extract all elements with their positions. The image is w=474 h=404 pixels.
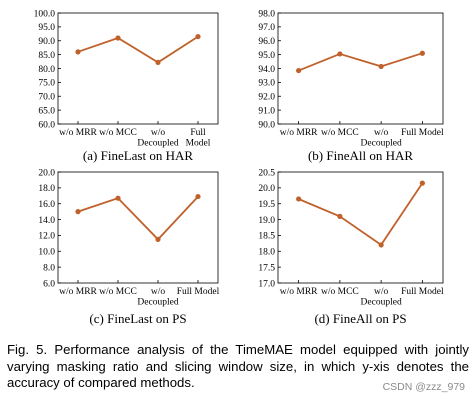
panel-finelast-har: 60.0 65.0 70.0 75.0 80.0 85.0 90.0 95.0 100.0 w/o…: [34, 9, 219, 163]
y-tick-label: 95.0: [258, 51, 275, 61]
panel-title: FineLast on HAR: [101, 148, 194, 163]
y-tick-label: 19.0: [258, 216, 275, 226]
y-tick-label: 90.0: [38, 37, 55, 47]
y-tick-label: 70.0: [38, 93, 55, 103]
y-tick-label: 93.0: [258, 79, 275, 89]
data-point: [296, 196, 302, 202]
y-tick-label: 14.0: [38, 216, 55, 226]
plot-frame: [57, 12, 219, 125]
y-tick-label: 12.0: [38, 232, 55, 242]
y-tick-label: 20.5: [258, 168, 275, 178]
panel-caption: (a) FineLast on HAR: [83, 148, 193, 163]
x-tick-label: w/o MRR: [59, 287, 97, 297]
y-tick-label: 75.0: [38, 79, 55, 89]
series-line: [298, 52, 423, 72]
x-tick-label: Full Model: [177, 287, 220, 297]
data-point: [115, 35, 121, 41]
panel-caption: (b) FineAll on HAR: [308, 148, 413, 163]
y-tick-label: 17.5: [258, 263, 275, 273]
panel-caption: (c) FineLast on PS: [89, 311, 186, 326]
y-tick-label: 65.0: [38, 106, 55, 116]
panel-title: FineAll on HAR: [326, 148, 413, 163]
x-tick-label: w/o Decoupled: [361, 287, 402, 308]
x-tick-label: w/o Decoupled: [137, 128, 178, 149]
x-tick-label: w/o MCC: [321, 128, 359, 138]
x-tick-label: w/o Decoupled: [137, 287, 178, 308]
y-tick-label: 60.0: [38, 120, 55, 130]
data-point: [419, 50, 425, 56]
panel-label: (a): [83, 148, 101, 163]
series-line: [77, 195, 199, 241]
panel-finelast-ps: 6.08.010.012.014.016.018.020.0w/o MRR w/o…: [38, 168, 219, 326]
y-tick-label: 80.0: [38, 65, 55, 75]
figure-caption: Fig. 5. Performance analysis of the Time…: [7, 342, 469, 390]
panel-title: FineAll on PS: [333, 311, 407, 326]
y-tick-label: 18.0: [38, 184, 55, 194]
y-tick-label: 98.0: [258, 9, 275, 19]
panel-title: FineLast on PS: [107, 311, 186, 326]
data-point: [195, 33, 201, 40]
x-tick-label: w/o MCC: [99, 287, 137, 297]
y-tick-label: 97.0: [258, 23, 275, 33]
data-point: [195, 193, 201, 200]
y-tick-label: 16.0: [38, 200, 55, 210]
panel-label: (b): [308, 148, 326, 163]
series-line: [298, 182, 424, 247]
x-tick-label: Full Model: [401, 128, 444, 138]
data-point: [296, 67, 302, 74]
y-tick-label: 96.0: [258, 37, 275, 47]
y-tick-label: 8.0: [43, 263, 55, 273]
x-tick-label: w/o MCC: [321, 287, 359, 297]
x-tick-label: w/o MRR: [280, 287, 318, 297]
x-tick-label: Full Model: [186, 128, 211, 149]
y-tick-label: 94.0: [258, 65, 275, 75]
panel-label: (d): [314, 311, 332, 326]
y-tick-label: 85.0: [38, 51, 55, 61]
data-point: [419, 180, 425, 186]
x-tick-label: w/o MCC: [99, 128, 137, 138]
y-tick-label: 17.0: [258, 279, 275, 289]
y-tick-label: 20.0: [258, 184, 275, 194]
y-tick-label: 18.5: [258, 232, 275, 242]
panel-label: (c): [89, 311, 107, 326]
data-point: [378, 63, 384, 70]
x-tick-label: w/o MRR: [59, 128, 97, 138]
plot-frame: [57, 171, 219, 284]
x-tick-label: w/o MRR: [280, 128, 318, 138]
y-tick-label: 10.0: [38, 248, 55, 258]
panel-caption: (d) FineAll on PS: [314, 311, 406, 326]
y-tick-label: 100.0: [34, 9, 56, 19]
x-tick-label: w/o Decoupled: [361, 128, 402, 149]
watermark: CSDN @zzz_979: [381, 381, 466, 393]
data-point: [155, 59, 161, 65]
panel-fineall-ps: 17.017.518.018.519.019.520.020.5w/o MRR w…: [258, 168, 444, 326]
panel-fineall-har: 90.0 91.0 92.0 93.0 94.0 95.0 96.0 97.0 98.0 w/o …: [258, 9, 444, 163]
y-tick-label: 91.0: [258, 106, 275, 116]
series-line: [77, 35, 199, 64]
data-point: [155, 236, 161, 242]
data-point: [75, 49, 81, 55]
x-tick-label: Full Model: [401, 287, 444, 297]
data-point: [337, 213, 343, 219]
y-tick-label: 90.0: [258, 120, 275, 130]
y-tick-label: 95.0: [38, 23, 55, 33]
data-point: [378, 242, 384, 248]
y-tick-label: 18.0: [258, 248, 275, 258]
plot-frame: [277, 171, 444, 284]
y-tick-label: 19.5: [258, 200, 275, 210]
data-point: [115, 195, 121, 201]
y-tick-label: 92.0: [258, 93, 275, 103]
y-tick-label: 6.0: [43, 279, 55, 289]
y-tick-label: 20.0: [38, 168, 55, 178]
data-point: [337, 51, 343, 57]
data-point: [75, 209, 81, 215]
